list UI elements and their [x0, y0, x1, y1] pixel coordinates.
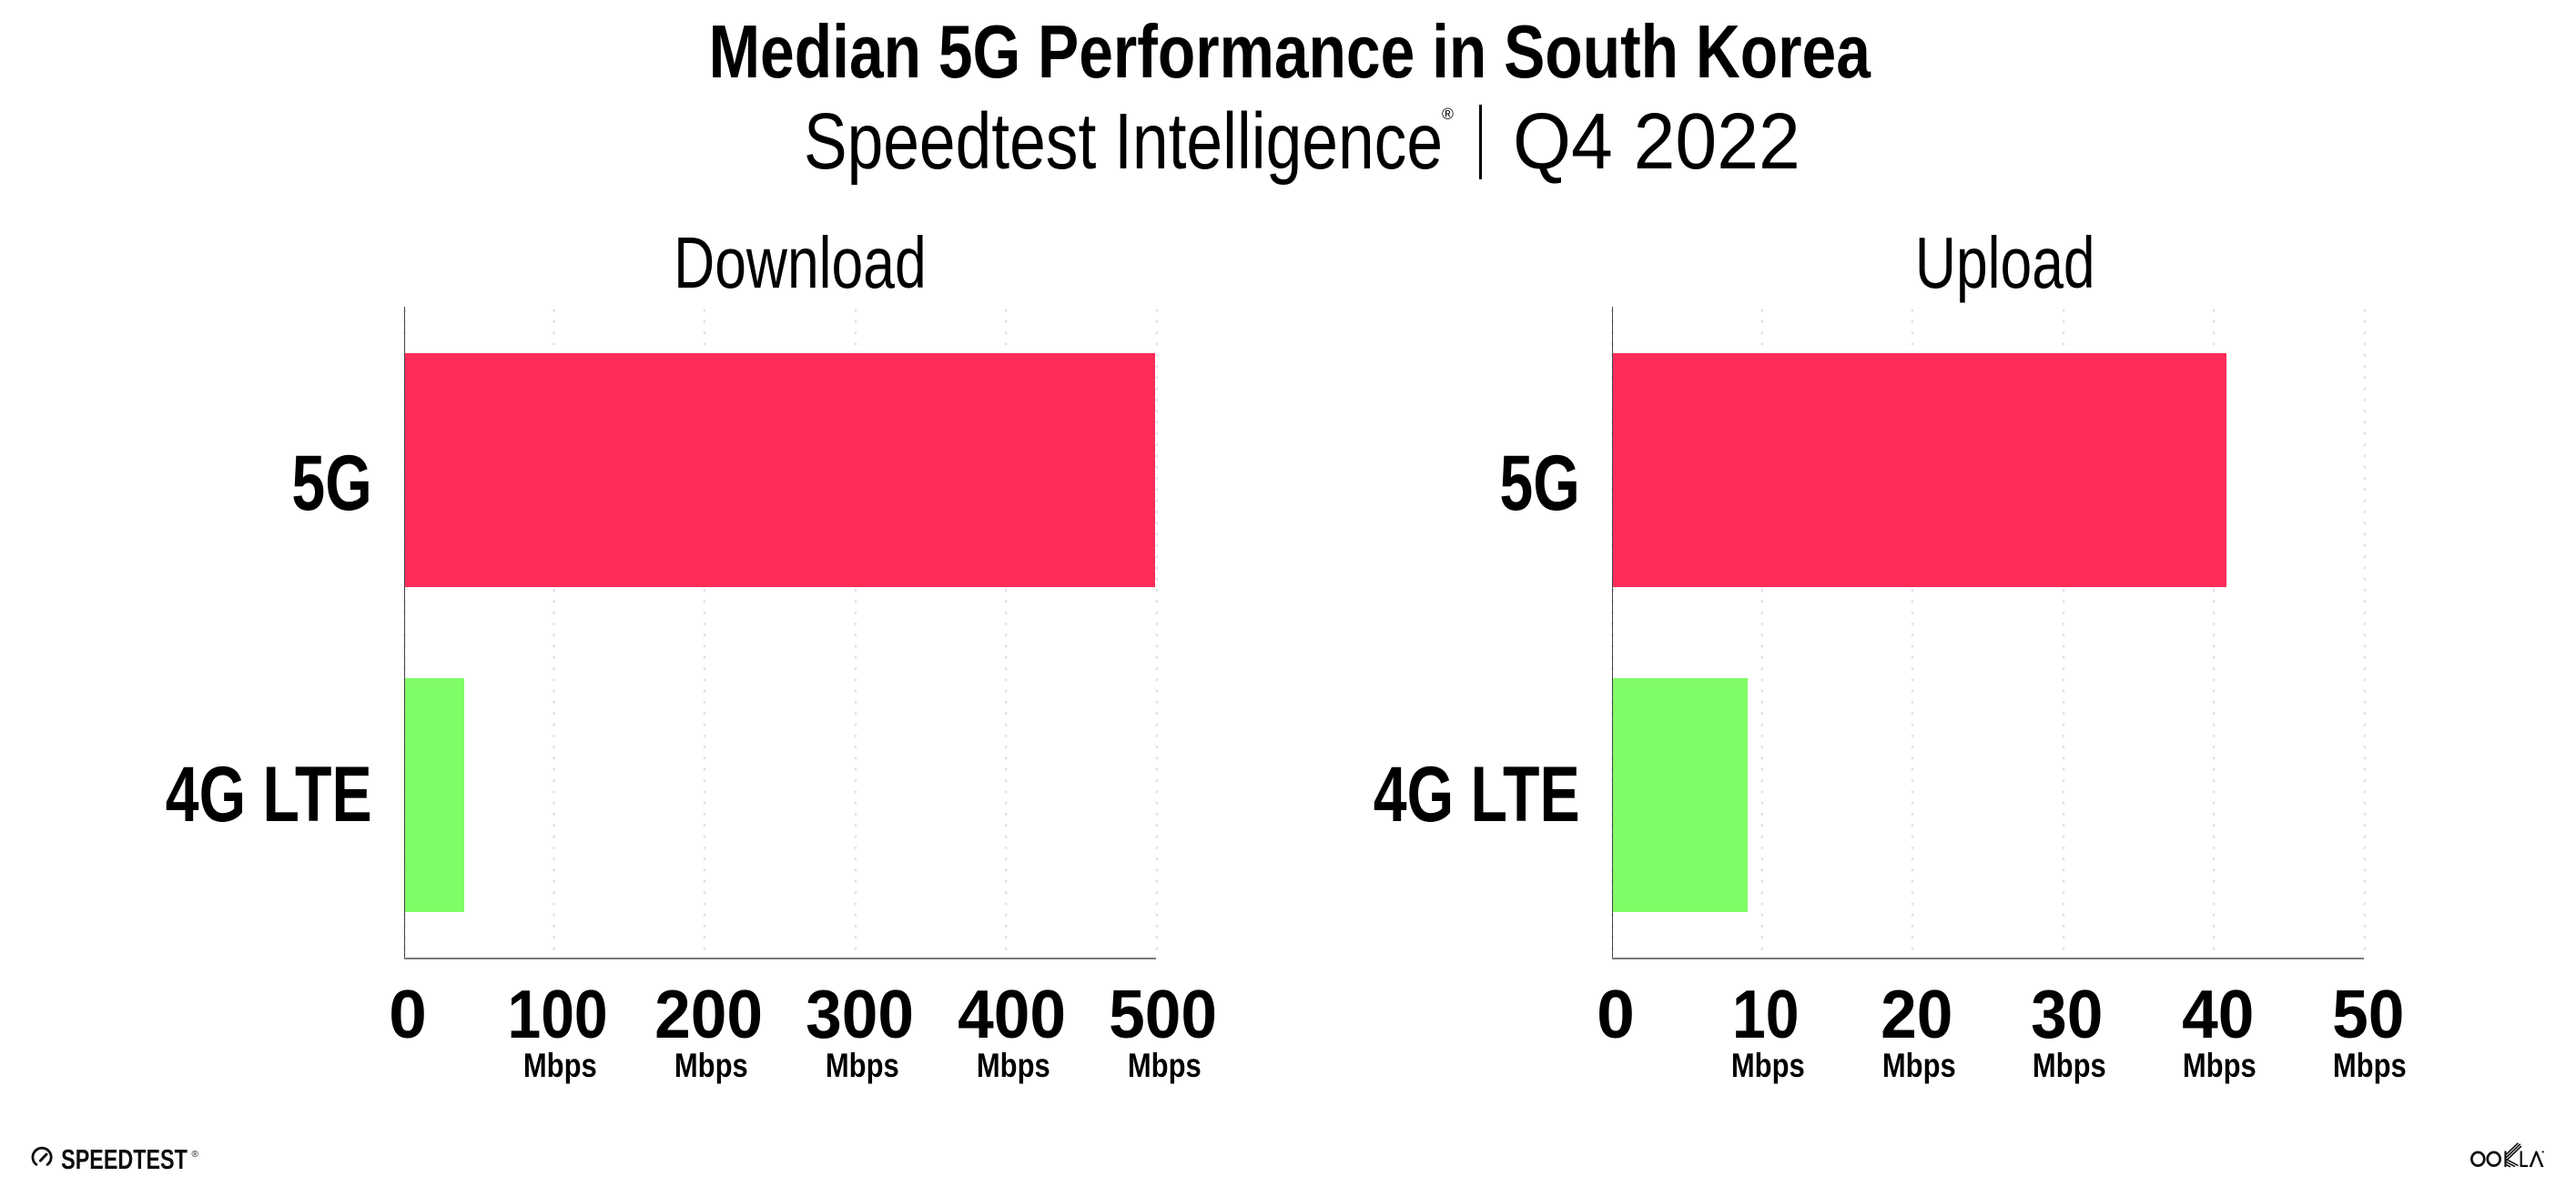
svg-text:SPEEDTEST: SPEEDTEST: [61, 1145, 188, 1175]
svg-text:®: ®: [192, 1150, 199, 1160]
